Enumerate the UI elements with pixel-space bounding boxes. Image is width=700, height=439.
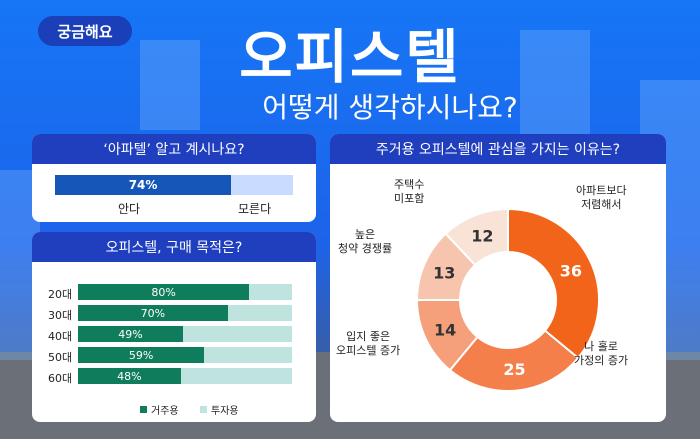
purpose-value-label: 49% [118, 327, 143, 341]
awareness-value-label: 74% [128, 178, 158, 192]
purpose-row-label: 20대 [48, 288, 73, 301]
purpose-bar-residence: 59% [78, 347, 205, 363]
donut-category-label: 입지 좋은 오피스텔 증가 [336, 330, 401, 357]
purpose-row-label: 40대 [48, 330, 73, 343]
purpose-bar-residence: 80% [78, 284, 250, 300]
donut-slice [444, 207, 509, 267]
awareness-title: ‘아파텔’ 알고 계시나요? [32, 134, 316, 164]
legend-label-investment: 투자용 [211, 406, 239, 417]
purpose-panel: 오피스텔, 구매 목적은? 20대 80% 30대 70% 40대 49% 50대 59% 60… [32, 232, 316, 422]
page-title: 오피스텔 [239, 23, 461, 91]
purpose-value-label: 70% [140, 306, 166, 320]
background-building [520, 30, 590, 140]
reasons-panel: 주거용 오피스텔에 관심을 가지는 이유는? 36 25 14 13 12 아파트보다 … [330, 134, 666, 422]
awareness-bar-fill: 74% [55, 175, 232, 195]
legend-label-residence: 거주용 [151, 406, 179, 417]
purpose-bar-residence: 49% [78, 326, 183, 342]
purpose-row-label: 60대 [48, 372, 73, 385]
purpose-bar-residence: 48% [78, 368, 181, 384]
purpose-value-label: 80% [151, 285, 176, 299]
donut-value-label: 12 [471, 226, 493, 245]
legend-investment: 투자용 [200, 402, 239, 417]
donut-chart: 36 25 14 13 12 [415, 207, 600, 392]
category-badge: 궁금해요 [38, 16, 132, 46]
donut-category-label: 높은 청약 경쟁률 [338, 228, 393, 255]
purpose-row-label: 50대 [48, 351, 73, 364]
donut-value-label: 14 [434, 321, 456, 340]
purpose-row-label: 30대 [48, 309, 73, 322]
background-building [140, 40, 200, 130]
purpose-value-label: 59% [128, 348, 154, 362]
awareness-label-dont-know: 모른다 [238, 202, 272, 216]
legend-swatch-residence [140, 406, 147, 413]
legend-residence: 거주용 [140, 402, 179, 417]
donut-value-label: 36 [560, 261, 582, 280]
donut-value-label: 25 [503, 360, 525, 379]
donut-category-label: 주택수 미포함 [394, 178, 425, 205]
purpose-bar-residence: 70% [78, 305, 228, 321]
reasons-title: 주거용 오피스텔에 관심을 가지는 이유는? [330, 134, 666, 164]
donut-slice [507, 207, 600, 360]
purpose-title: 오피스텔, 구매 목적은? [32, 232, 316, 262]
donut-category-label: 나 홀로 가정의 증가 [574, 340, 629, 367]
donut-value-label: 13 [433, 263, 455, 282]
awareness-panel: ‘아파텔’ 알고 계시나요? 74% 안다 모른다 [32, 134, 316, 222]
purpose-value-label: 48% [117, 369, 142, 383]
donut-category-label: 아파트보다 저렴해서 [576, 184, 627, 211]
page-subtitle: 어떻게 생각하시나요? [262, 91, 518, 124]
legend-swatch-investment [200, 406, 207, 413]
awareness-label-know: 안다 [118, 202, 141, 216]
